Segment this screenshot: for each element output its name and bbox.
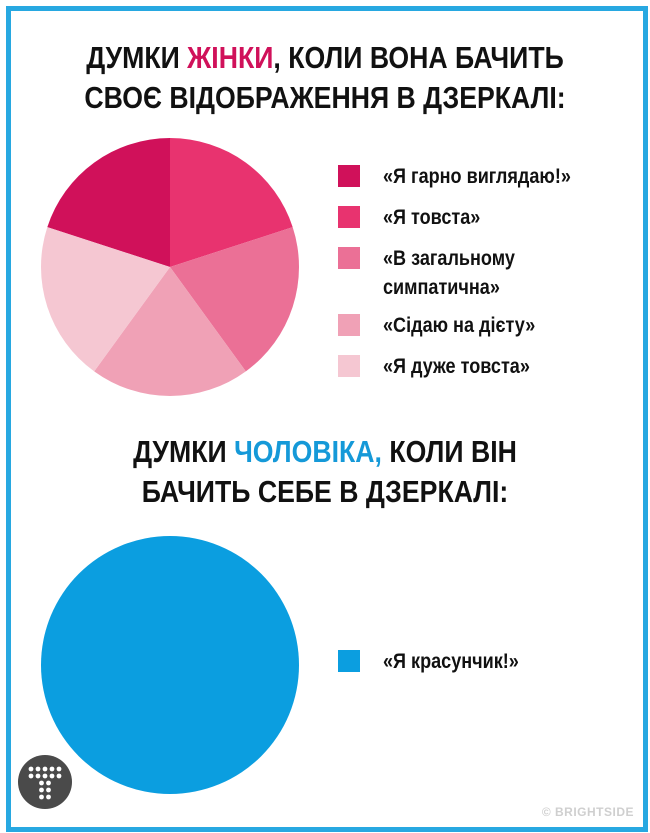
chart-1-pie: [40, 138, 299, 396]
chart-2-title: ДУМКИ ЧОЛОВІКА, КОЛИ ВІН БАЧИТЬ СЕБЕ В Д…: [46, 432, 605, 512]
chart-1-legend: «Я гарно виглядаю!» «Я товста» «В загаль…: [338, 162, 650, 393]
chart-2-title-line-2: БАЧИТЬ СЕБЕ В ДЗЕРКАЛІ:: [141, 474, 509, 509]
chart-1-title-line-2: СВОЄ ВІДОБРАЖЕННЯ В ДЗЕРКАЛІ:: [84, 80, 566, 115]
legend-item: «Сідаю на дієту»: [338, 311, 650, 340]
t-dots-logo-icon: [18, 755, 72, 809]
chart-2-title-highlight: ЧОЛОВІКА,: [234, 434, 382, 469]
legend-item: «Я гарно виглядаю!»: [338, 162, 650, 191]
legend-swatch: [338, 314, 360, 336]
pie-slice: [47, 138, 171, 267]
pie-slice: [94, 267, 246, 396]
legend-item: «В загальному симпатична»: [338, 244, 650, 302]
pie-slice: [170, 138, 293, 267]
legend-swatch: [338, 165, 360, 187]
chart-1-title-highlight: ЖІНКИ: [187, 40, 274, 75]
legend-swatch: [338, 247, 360, 269]
chart-2-pie: [41, 536, 299, 794]
watermark: © BRIGHTSIDE: [541, 805, 634, 819]
legend-item: «Я красунчик!»: [338, 647, 650, 676]
legend-item: «Я дуже товста»: [338, 352, 650, 381]
chart-1-title-line-1: ДУМКИ ЖІНКИ, КОЛИ ВОНА БАЧИТЬ: [86, 40, 564, 75]
legend-item: «Я товста»: [338, 203, 650, 232]
chart-1-title: ДУМКИ ЖІНКИ, КОЛИ ВОНА БАЧИТЬ СВОЄ ВІДОБ…: [46, 38, 605, 118]
chart-2-title-line-1: ДУМКИ ЧОЛОВІКА, КОЛИ ВІН: [133, 434, 517, 469]
logo-dots: [28, 766, 62, 800]
legend-swatch: [338, 355, 360, 377]
legend-swatch: [338, 650, 360, 672]
pie-slice: [170, 227, 299, 372]
pie-slice: [40, 227, 170, 372]
pie-slice: [41, 536, 299, 794]
chart-2-legend: «Я красунчик!»: [338, 647, 650, 676]
legend-swatch: [338, 206, 360, 228]
